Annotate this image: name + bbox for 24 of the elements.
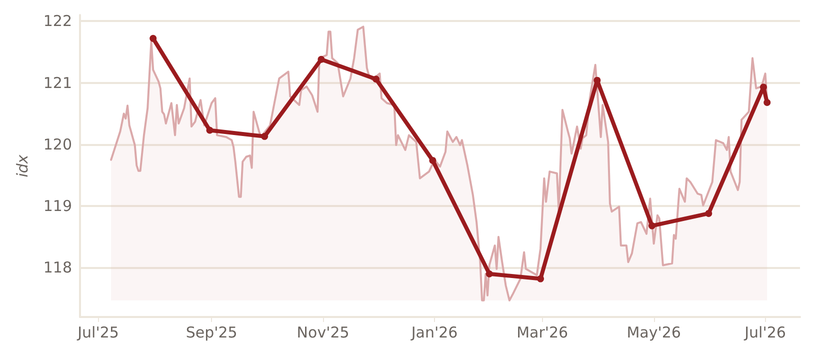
- x-tick-label: Nov'25: [296, 324, 350, 342]
- point: [206, 126, 214, 134]
- x-tick-label: Mar'26: [516, 324, 568, 342]
- y-tick-label: 121: [43, 74, 72, 92]
- point: [648, 222, 656, 230]
- y-tick-label: 118: [43, 258, 72, 277]
- y-tick-label: 122: [43, 12, 72, 30]
- point: [764, 99, 771, 106]
- x-tick-label: May'26: [626, 324, 681, 342]
- point: [537, 275, 544, 282]
- point: [705, 210, 712, 217]
- x-tick-label: Jan'26: [410, 324, 458, 342]
- y-axis-title: idx: [14, 154, 32, 178]
- point: [429, 156, 436, 164]
- y-tick-label: 120: [43, 135, 72, 154]
- x-tick-label: Jul'26: [744, 324, 786, 342]
- x-tick-label: Jul'25: [76, 324, 119, 342]
- point: [318, 56, 325, 63]
- point: [150, 34, 157, 42]
- point: [372, 76, 380, 83]
- y-tick-label: 119: [43, 197, 72, 216]
- x-tick-label: Sep'25: [186, 324, 238, 342]
- point: [486, 270, 493, 278]
- point: [261, 132, 268, 140]
